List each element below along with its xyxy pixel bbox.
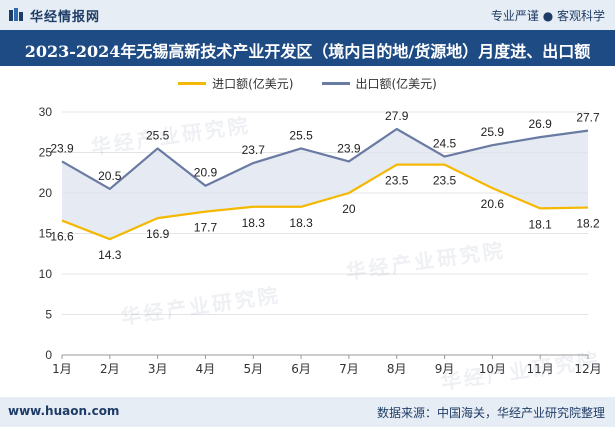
legend-swatch-export [321, 81, 350, 85]
x-tick-label: 10月 [479, 362, 506, 376]
export-data-label: 25.9 [481, 125, 505, 139]
x-tick-label: 3月 [148, 362, 168, 376]
import-data-label: 17.7 [194, 221, 218, 235]
footer-source: 数据来源：中国海关，华经产业研究院整理 [376, 406, 605, 420]
line-chart: 0 5 10 15 20 25 30 1月 2月 3月 4月 5月 6月 7月 8月 9月 10月 11月 12月 1… [39, 105, 602, 376]
export-data-label: 27.9 [385, 109, 409, 123]
x-tick-label: 6月 [291, 362, 311, 376]
y-tick-label: 5 [45, 308, 52, 322]
export-data-label: 23.7 [242, 143, 266, 157]
y-tick-label: 30 [39, 105, 53, 119]
title-bar: 2023-2024年无锡高新技术产业开发区（境内目的地/货源地）月度进、出口额 [0, 30, 615, 66]
import-data-label: 18.1 [529, 217, 553, 231]
logo-icon [9, 8, 23, 21]
export-data-label: 26.9 [529, 117, 553, 131]
export-data-label: 25.5 [146, 128, 170, 142]
y-tick-label: 20 [39, 186, 53, 200]
x-tick-label: 9月 [435, 362, 455, 376]
brand[interactable]: 华经情报网 [8, 6, 101, 25]
import-data-label: 20.6 [481, 197, 505, 211]
import-data-label: 14.3 [98, 248, 122, 262]
legend: 进口额(亿美元) 出口额(亿美元) [0, 74, 615, 92]
x-tick-label: 5月 [243, 362, 263, 376]
export-series-line [61, 127, 589, 191]
y-tick-label: 10 [39, 267, 53, 281]
import-data-label: 23.5 [385, 174, 409, 188]
top-bar: 华经情报网 专业严谨 ● 客观科学 [0, 0, 615, 30]
range-band [62, 129, 588, 240]
y-tick-label: 25 [39, 146, 53, 160]
import-data-label: 20 [342, 202, 356, 216]
x-tick-label: 8月 [387, 362, 407, 376]
x-tick-label: 7月 [339, 362, 359, 376]
import-data-label: 16.9 [146, 227, 170, 241]
x-tick-label: 2月 [100, 362, 120, 376]
legend-label-import: 进口额(亿美元) [212, 76, 294, 91]
legend-label-export: 出口额(亿美元) [355, 76, 437, 91]
footer: www.huaon.com 数据来源：中国海关，华经产业研究院整理 [0, 397, 615, 427]
x-tick-label: 1月 [52, 362, 72, 376]
export-data-label: 20.5 [98, 169, 122, 183]
export-data-label: 23.9 [337, 141, 361, 155]
chart-title: 2023-2024年无锡高新技术产业开发区（境内目的地/货源地）月度进、出口额 [24, 42, 591, 61]
import-series-line [61, 163, 589, 241]
import-data-label: 18.2 [576, 217, 600, 231]
export-data-label: 23.9 [50, 141, 74, 155]
export-data-label: 27.7 [576, 111, 600, 125]
import-data-label: 23.5 [433, 174, 457, 188]
x-tick-label: 11月 [527, 362, 554, 376]
export-data-label: 20.9 [194, 166, 218, 180]
brand-name: 华经情报网 [30, 9, 101, 25]
y-tick-label: 15 [39, 227, 53, 241]
legend-item-export: 出口额(亿美元) [321, 75, 437, 92]
slogan: 专业严谨 ● 客观科学 [490, 9, 605, 23]
x-tick-label: 12月 [574, 362, 601, 376]
footer-url[interactable]: www.huaon.com [8, 404, 120, 418]
import-data-label: 18.3 [289, 216, 313, 230]
import-data-label: 18.3 [242, 216, 266, 230]
import-data-label: 16.6 [50, 230, 74, 244]
export-data-label: 25.5 [289, 128, 313, 142]
export-data-label: 24.5 [433, 137, 457, 151]
legend-item-import: 进口额(亿美元) [178, 75, 294, 92]
legend-swatch-import [178, 81, 207, 85]
y-tick-label: 0 [45, 348, 52, 362]
x-tick-label: 4月 [196, 362, 216, 376]
